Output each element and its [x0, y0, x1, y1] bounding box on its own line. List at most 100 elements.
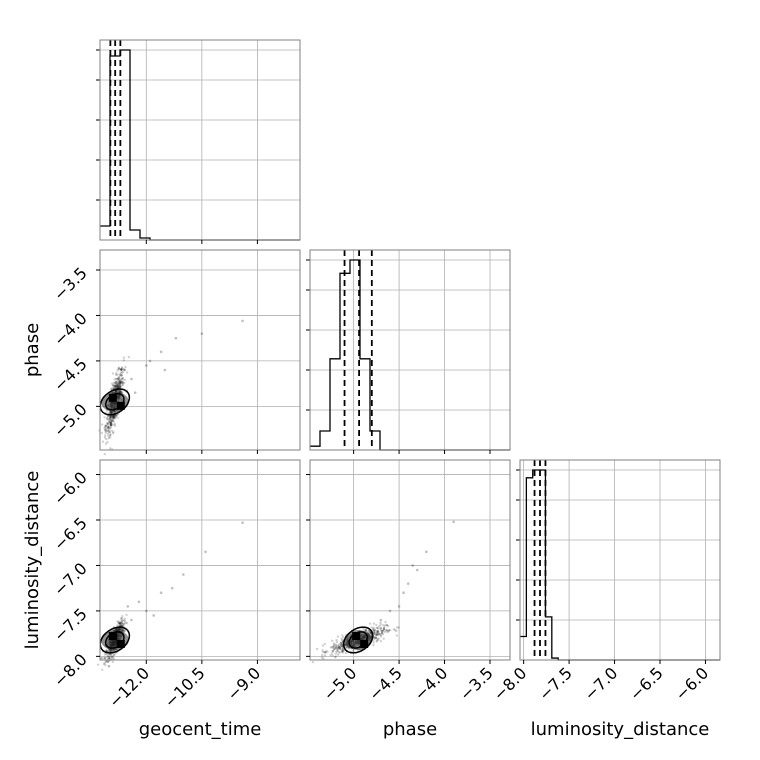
sample-point: [130, 618, 133, 622]
density-cell: [108, 393, 117, 402]
sample-point: [108, 417, 112, 421]
sample-point: [115, 385, 118, 388]
sample-point: [116, 628, 120, 631]
sample-point: [113, 417, 116, 420]
sample-point: [120, 384, 123, 388]
sample-point: [107, 656, 110, 660]
sample-point: [110, 656, 114, 659]
sample-point: [377, 632, 380, 635]
sample-point: [340, 645, 344, 648]
sample-point: [117, 366, 120, 369]
sample-point: [119, 380, 122, 384]
sample-point: [113, 416, 117, 420]
sample-point: [388, 609, 392, 613]
sample-point: [106, 425, 109, 428]
sample-point: [103, 653, 107, 656]
sample-point: [117, 381, 120, 385]
sample-point: [116, 385, 119, 389]
sample-point: [372, 626, 375, 629]
sample-point: [116, 383, 119, 387]
sample-point: [111, 415, 114, 419]
sample-point: [122, 629, 125, 632]
sample-point: [415, 568, 419, 572]
sample-point: [104, 429, 107, 433]
sample-point: [331, 654, 334, 657]
sample-point: [120, 617, 124, 620]
sample-point: [120, 621, 124, 625]
sample-point: [116, 389, 119, 392]
sample-point: [107, 422, 110, 425]
sample-point: [377, 632, 381, 636]
sample-point: [120, 627, 124, 631]
sample-point: [374, 633, 377, 637]
sample-point: [109, 387, 113, 391]
sample-point: [395, 626, 399, 629]
sample-point: [372, 622, 375, 625]
sample-point: [109, 649, 113, 652]
sample-point: [111, 660, 114, 664]
sample-point: [118, 383, 121, 387]
sample-point: [335, 638, 338, 642]
sample-point: [109, 423, 112, 427]
sample-point: [110, 382, 114, 385]
sample-point: [386, 629, 389, 632]
sample-point: [384, 620, 387, 624]
sample-point: [121, 381, 124, 384]
sample-point: [108, 419, 111, 423]
sample-point: [337, 647, 340, 650]
sample-point: [109, 423, 112, 427]
sample-point: [341, 649, 345, 652]
sample-point: [332, 643, 336, 646]
sample-point: [204, 550, 207, 554]
sample-point: [338, 646, 341, 650]
sample-point: [118, 382, 122, 386]
sample-point: [102, 656, 106, 659]
sample-point: [119, 373, 122, 376]
sample-point: [115, 380, 118, 383]
sample-point: [385, 628, 388, 632]
sample-point: [113, 378, 116, 381]
sample-point: [380, 629, 383, 633]
sample-point: [100, 423, 104, 426]
sample-point: [105, 416, 109, 420]
sample-point: [376, 630, 380, 634]
sample-point: [108, 431, 111, 434]
sample-point: [121, 378, 124, 381]
sample-point: [332, 645, 335, 648]
sample-point: [124, 365, 127, 369]
sample-point: [108, 655, 111, 659]
sample-point: [379, 633, 383, 637]
sample-point: [376, 629, 380, 633]
x-axis-label-phase: phase: [383, 719, 437, 740]
sample-point: [382, 629, 385, 633]
scatter-panel-phase-luminosity_distance: [306, 459, 511, 664]
sample-point: [107, 649, 110, 652]
x-tick-label-luminosity_distance: −6.5: [626, 663, 667, 704]
sample-point: [111, 416, 115, 419]
sample-point: [379, 635, 383, 638]
sample-point: [323, 642, 327, 646]
sample-point: [116, 624, 119, 627]
sample-point: [109, 422, 113, 425]
sample-point: [120, 373, 124, 377]
sample-point: [122, 368, 126, 371]
sample-point: [333, 656, 337, 659]
sample-point: [119, 628, 123, 631]
sample-point: [120, 374, 123, 377]
sample-point: [118, 390, 122, 393]
sample-point: [378, 624, 381, 628]
sample-point: [387, 629, 390, 633]
x-tick-label-luminosity_distance: −7.0: [580, 663, 621, 704]
sample-point: [371, 628, 374, 631]
sample-point: [375, 630, 378, 634]
sample-point: [112, 430, 115, 434]
sample-point: [339, 641, 343, 645]
sample-point: [119, 385, 122, 388]
sample-point: [109, 436, 112, 439]
sample-point: [119, 628, 122, 632]
sample-point: [108, 650, 111, 653]
sample-point: [108, 415, 111, 418]
sample-point: [119, 382, 122, 385]
sample-point: [397, 605, 401, 608]
